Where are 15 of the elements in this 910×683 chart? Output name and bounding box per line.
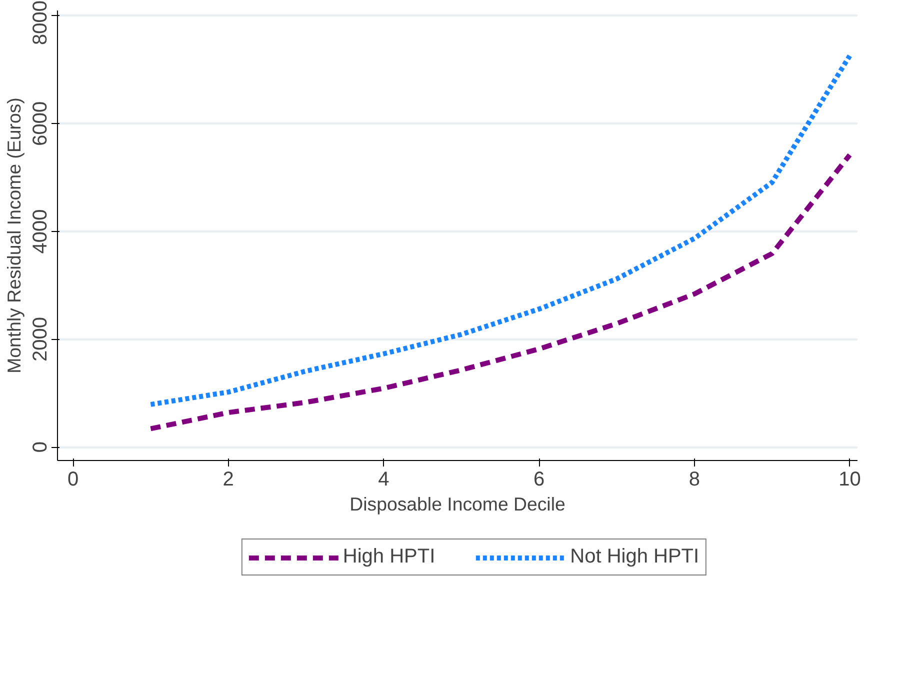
legend-label: High HPTI [342,546,436,568]
y-tick-label: 4000 [30,209,52,254]
y-axis-title: Monthly Residual Income (Euros) [4,98,24,374]
x-axis-title: Disposable Income Decile [350,494,566,514]
y-tick-label: 6000 [30,101,52,146]
y-tick-label: 0 [30,441,52,453]
x-tick-label: 8 [688,468,700,490]
x-tick-label: 0 [67,468,79,490]
x-tick-label: 2 [222,468,234,490]
x-tick-label: 10 [838,468,861,490]
x-tick-label: 6 [533,468,545,490]
y-tick-label: 8000 [30,0,52,45]
x-tick-label: 4 [378,468,390,490]
y-tick-label: 2000 [30,316,52,362]
legend-label: Not High HPTI [570,546,700,568]
